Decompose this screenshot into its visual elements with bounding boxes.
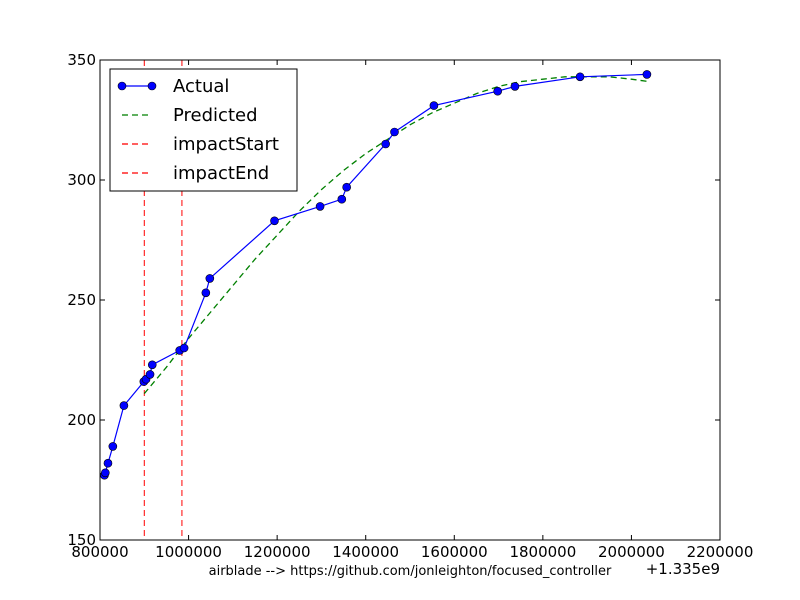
x-tick-label: 2200000 <box>687 543 754 561</box>
caption-text: airblade --> https://github.com/jonleigh… <box>209 564 612 579</box>
legend: Actual Predicted impactStart impactEnd <box>109 68 298 192</box>
actual-point <box>145 370 155 379</box>
predicted-series <box>143 76 650 395</box>
legend-box <box>109 68 298 192</box>
legend-label-impactstart: impactStart <box>173 134 279 155</box>
x-tick-label: 1200000 <box>244 543 311 561</box>
y-tick-label: 250 <box>67 291 96 309</box>
actual-point <box>103 458 113 468</box>
actual-point <box>642 70 652 79</box>
y-tick-label: 300 <box>67 171 96 189</box>
actual-point <box>575 72 585 82</box>
actual-point <box>429 101 439 110</box>
x-tick-label: 1800000 <box>509 543 576 561</box>
y-tick-label: 200 <box>67 411 96 429</box>
legend-label-predicted: Predicted <box>173 105 258 126</box>
legend-label-impactend: impactEnd <box>173 163 269 184</box>
legend-label-actual: Actual <box>173 76 229 97</box>
actual-point <box>337 194 347 204</box>
x-tick-label: 1000000 <box>155 543 222 561</box>
actual-point <box>270 216 279 226</box>
predicted-line <box>143 76 650 395</box>
legend-marker <box>117 81 127 91</box>
actual-point <box>201 288 211 298</box>
actual-point <box>315 202 325 211</box>
x-tick-label: 2000000 <box>598 543 665 561</box>
x-offset-label: +1.335e9 <box>646 560 720 578</box>
actual-point <box>493 86 502 96</box>
y-tick-label: 350 <box>67 51 96 69</box>
x-tick-label: 1400000 <box>332 543 399 561</box>
y-tick-label: 150 <box>67 531 96 549</box>
actual-point <box>205 274 215 283</box>
actual-point <box>510 82 520 91</box>
actual-series <box>100 70 652 480</box>
actual-point <box>119 401 129 410</box>
actual-point <box>390 127 399 137</box>
actual-point <box>381 139 390 149</box>
actual-point <box>108 442 118 451</box>
x-axis: 800000 1000000 1200000 1400000 1600000 180000… <box>71 60 753 561</box>
y-axis: 150 200 250 300 350 <box>67 51 720 549</box>
actual-point <box>147 360 157 370</box>
x-tick-label: 800000 <box>71 543 128 561</box>
actual-point <box>179 343 189 353</box>
legend-marker <box>147 81 157 91</box>
x-tick-label: 1600000 <box>421 543 488 561</box>
actual-point <box>101 468 110 478</box>
actual-point <box>342 182 351 192</box>
actual-line <box>103 73 647 476</box>
